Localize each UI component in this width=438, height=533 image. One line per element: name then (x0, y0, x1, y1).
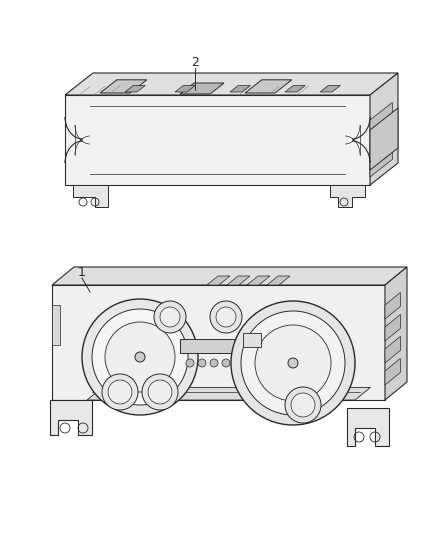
Polygon shape (370, 127, 392, 157)
Polygon shape (370, 102, 392, 132)
Polygon shape (370, 73, 398, 185)
Polygon shape (330, 185, 365, 207)
Polygon shape (385, 336, 400, 363)
Circle shape (82, 299, 198, 415)
Circle shape (105, 322, 175, 392)
Polygon shape (65, 73, 398, 95)
Polygon shape (125, 85, 145, 92)
Circle shape (288, 358, 298, 368)
Polygon shape (180, 83, 224, 94)
Polygon shape (52, 267, 407, 285)
Circle shape (92, 309, 188, 405)
Polygon shape (207, 276, 230, 285)
Polygon shape (267, 276, 290, 285)
Circle shape (241, 311, 345, 415)
Circle shape (186, 359, 194, 367)
Circle shape (255, 325, 331, 401)
Polygon shape (100, 80, 147, 93)
Text: 2: 2 (191, 55, 199, 69)
Circle shape (291, 393, 315, 417)
Polygon shape (247, 276, 270, 285)
Circle shape (222, 359, 230, 367)
Polygon shape (73, 185, 108, 207)
Polygon shape (50, 400, 92, 435)
Circle shape (285, 387, 321, 423)
Circle shape (142, 374, 178, 410)
Polygon shape (227, 276, 250, 285)
Circle shape (148, 380, 172, 404)
Polygon shape (230, 85, 251, 92)
Polygon shape (87, 387, 371, 400)
Polygon shape (52, 305, 60, 345)
Circle shape (210, 301, 242, 333)
Polygon shape (385, 314, 400, 341)
Polygon shape (320, 85, 340, 92)
Text: 1: 1 (78, 265, 86, 279)
Bar (243, 333, 261, 347)
Circle shape (198, 359, 206, 367)
Polygon shape (385, 267, 407, 400)
Polygon shape (347, 408, 389, 446)
Circle shape (231, 301, 355, 425)
Circle shape (154, 301, 186, 333)
Polygon shape (65, 95, 370, 185)
Circle shape (210, 359, 218, 367)
Bar (180, 339, 236, 353)
Polygon shape (385, 358, 400, 385)
Circle shape (216, 307, 236, 327)
Polygon shape (370, 148, 392, 177)
Polygon shape (245, 80, 292, 93)
Circle shape (108, 380, 132, 404)
Circle shape (160, 307, 180, 327)
Circle shape (102, 374, 138, 410)
Circle shape (135, 352, 145, 362)
Polygon shape (175, 85, 195, 92)
Polygon shape (370, 108, 398, 170)
Polygon shape (52, 285, 385, 400)
Polygon shape (385, 293, 400, 319)
Polygon shape (285, 85, 305, 92)
